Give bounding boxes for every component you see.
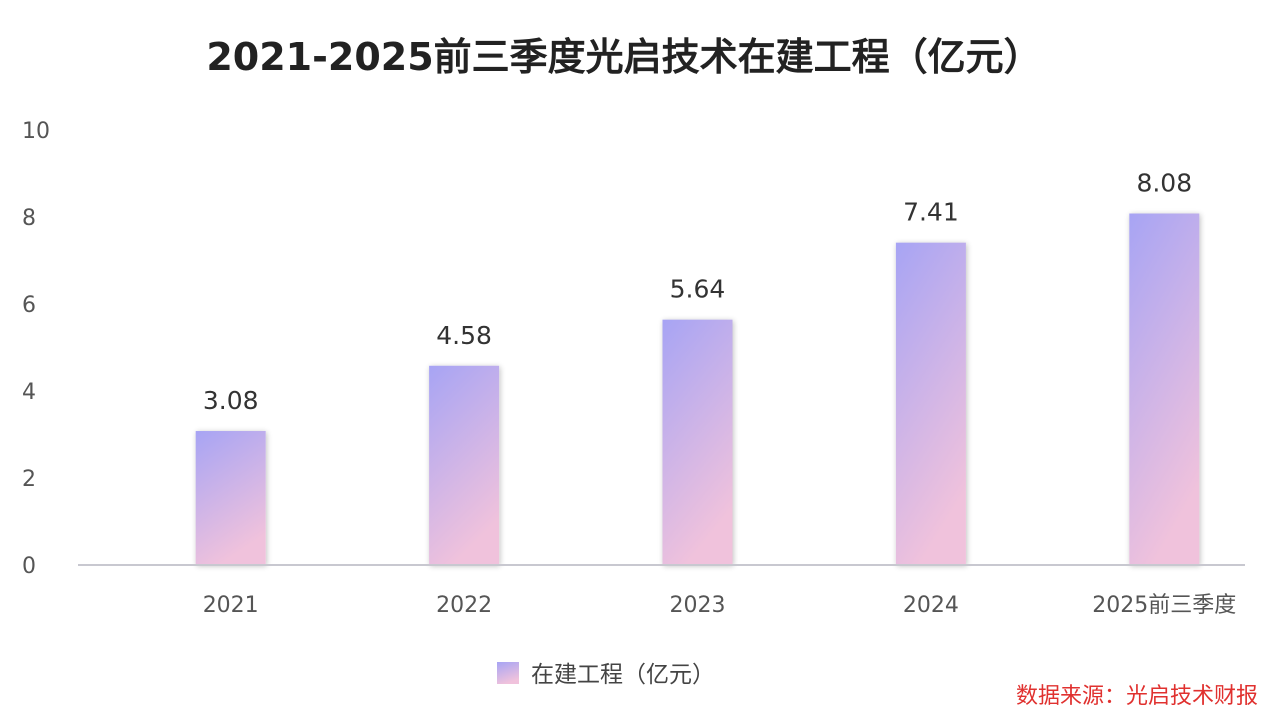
x-tick-label: 2022 bbox=[436, 593, 492, 618]
bar-2024 bbox=[895, 242, 966, 566]
y-axis-tick-labels: 0 2 4 6 8 10 bbox=[22, 119, 50, 579]
bar-2025前三季度 bbox=[1129, 213, 1200, 565]
bar-2022 bbox=[429, 365, 500, 565]
x-tick-label: 2025前三季度 bbox=[1092, 593, 1236, 618]
bar-2021 bbox=[195, 431, 266, 565]
y-tick-label: 10 bbox=[22, 119, 50, 144]
data-label-2021: 3.08 bbox=[203, 386, 259, 415]
bar-2023 bbox=[662, 319, 733, 565]
bar-data-labels: 3.08 4.58 5.64 7.41 8.08 bbox=[203, 169, 1192, 415]
bar-series bbox=[195, 213, 1200, 566]
y-tick-label: 2 bbox=[22, 467, 36, 492]
legend: 在建工程（亿元） bbox=[497, 662, 715, 688]
data-source-note: 数据来源：光启技术财报 bbox=[1016, 684, 1258, 709]
y-tick-label: 6 bbox=[22, 293, 36, 318]
y-tick-label: 8 bbox=[22, 206, 36, 231]
data-label-2022: 4.58 bbox=[436, 321, 492, 350]
x-tick-label: 2024 bbox=[903, 593, 959, 618]
data-label-2024: 7.41 bbox=[903, 198, 959, 227]
data-label-2023: 5.64 bbox=[670, 275, 726, 304]
x-tick-label: 2021 bbox=[203, 593, 259, 618]
y-tick-label: 0 bbox=[22, 554, 36, 579]
x-axis-tick-labels: 2021 2022 2023 2024 2025前三季度 bbox=[203, 593, 1237, 618]
chart-title: 2021-2025前三季度光启技术在建工程（亿元） bbox=[206, 35, 1041, 79]
y-tick-label: 4 bbox=[22, 380, 36, 405]
legend-swatch bbox=[497, 662, 519, 684]
x-tick-label: 2023 bbox=[670, 593, 726, 618]
data-label-2025前三季度: 8.08 bbox=[1136, 169, 1192, 198]
legend-label: 在建工程（亿元） bbox=[531, 662, 715, 688]
